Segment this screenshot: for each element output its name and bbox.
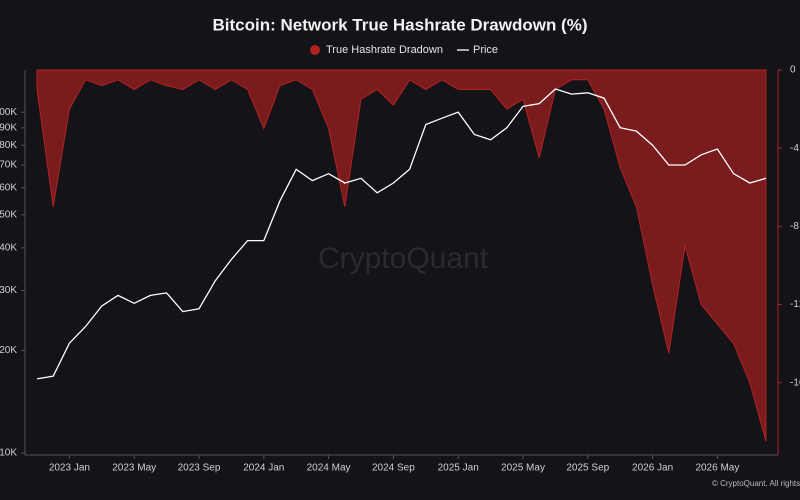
x-tick-label: 2025 Jan: [438, 463, 479, 474]
x-tick-label: 2024 Sep: [372, 463, 415, 474]
y-tick-label: 80K: [0, 140, 17, 151]
y-tick-label: 20K: [0, 345, 17, 356]
x-tick-label: 2024 Jan: [243, 463, 284, 474]
y-tick-label: 100K: [0, 107, 17, 118]
legend-swatch: [310, 45, 320, 55]
legend: True Hashrate Dradown Price: [310, 44, 498, 56]
y-tick-label: 70K: [0, 160, 17, 171]
y2-tick-label: -16: [790, 377, 800, 388]
drawdown-area: [36, 69, 767, 442]
y-tick-label: 90K: [0, 122, 17, 133]
y-tick-label: 10K: [0, 448, 17, 459]
legend-label: Price: [473, 44, 498, 56]
x-tick-label: 2026 May: [695, 463, 739, 474]
price-line: [36, 88, 767, 380]
x-tick-label: 2024 May: [307, 463, 351, 474]
x-tick-label: 2025 Sep: [566, 463, 609, 474]
y-tick-label: 40K: [0, 242, 17, 253]
y2-tick-label: 0: [790, 65, 796, 76]
x-tick-label: 2026 Jan: [632, 463, 673, 474]
y-tick-label: 30K: [0, 285, 17, 296]
y2-tick-label: -8: [790, 221, 799, 232]
x-tick-label: 2023 May: [112, 463, 156, 474]
legend-label: True Hashrate Dradown: [326, 44, 443, 56]
y2-tick-label: -12: [790, 299, 800, 310]
chart-title: Bitcoin: Network True Hashrate Drawdown …: [213, 15, 588, 34]
y-tick-label: 60K: [0, 182, 17, 193]
credit: © CryptoQuant. All rights re: [712, 479, 800, 488]
x-tick-label: 2025 May: [501, 463, 545, 474]
x-tick-label: 2023 Jan: [49, 463, 90, 474]
watermark: CryptoQuant: [318, 242, 489, 275]
y-tick-label: 50K: [0, 209, 17, 220]
x-tick-label: 2023 Sep: [178, 463, 221, 474]
y2-tick-label: -4: [790, 143, 799, 154]
